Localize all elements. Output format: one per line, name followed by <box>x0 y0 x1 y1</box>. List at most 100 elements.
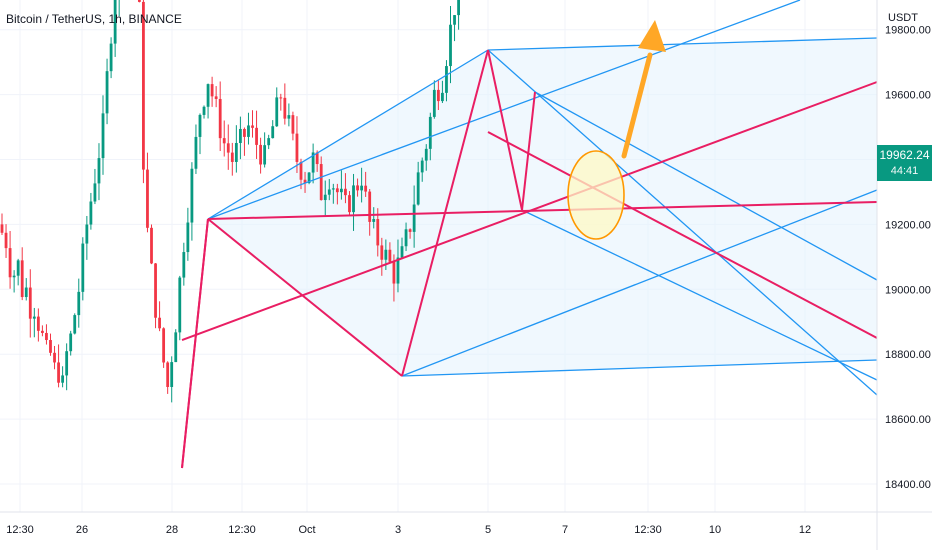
candle-body <box>307 172 311 184</box>
pink-pitchfork-line <box>181 218 209 469</box>
candle-body <box>77 291 81 316</box>
candle-body <box>89 201 93 225</box>
candle-body <box>251 125 254 128</box>
candle-body <box>194 136 198 169</box>
candle-body <box>340 188 343 193</box>
x-tick-label: 10 <box>709 524 721 536</box>
pink-pitchfork-line <box>207 218 403 377</box>
candle-body <box>206 84 210 107</box>
candle-body <box>61 375 65 383</box>
candle-body <box>238 128 242 143</box>
blue-pitchfork-line <box>207 0 801 220</box>
candle-body <box>170 362 174 387</box>
candle-body <box>69 333 73 352</box>
candle-body <box>400 246 404 258</box>
candle-body <box>53 352 56 363</box>
x-tick-label: 28 <box>166 524 178 536</box>
candle-body <box>380 245 384 260</box>
candle-body <box>247 125 250 137</box>
candle-body <box>412 204 416 232</box>
y-tick-label: 19200.00 <box>885 219 931 231</box>
x-tick-label: 5 <box>485 524 491 536</box>
candle-body <box>263 145 267 165</box>
candle-body <box>146 169 149 228</box>
candle-body <box>453 15 456 25</box>
candle-body <box>218 98 222 139</box>
candle-body <box>36 316 40 331</box>
candle-body <box>424 148 428 161</box>
candle-body <box>16 260 20 276</box>
blue-pitchfork-line <box>521 209 878 381</box>
candle-body <box>303 179 307 184</box>
candle-body <box>73 315 77 334</box>
blue-pitchfork-line <box>487 49 878 396</box>
candles <box>0 0 460 403</box>
candle-body <box>311 152 315 173</box>
candle-body <box>85 224 89 244</box>
highlight-ellipse <box>567 150 625 240</box>
candle-body <box>178 277 182 333</box>
candle-body <box>234 142 238 162</box>
candle-body <box>335 188 339 193</box>
candle-body <box>344 188 347 196</box>
candle-body <box>356 185 359 191</box>
candle-body <box>396 257 400 284</box>
y-tick-label: 19000.00 <box>885 284 931 296</box>
candle-body <box>101 113 105 159</box>
candle-body <box>186 222 190 253</box>
candle-body <box>198 114 202 137</box>
candle-body <box>202 106 206 115</box>
candle-countdown: 44:41 <box>890 165 919 177</box>
x-tick-label: 3 <box>395 524 401 536</box>
blue-pitchfork-line <box>534 91 878 281</box>
blue-pitchfork-line <box>487 37 878 51</box>
candle-body <box>93 183 97 202</box>
candle-body <box>109 43 113 72</box>
candle-body <box>158 317 161 329</box>
candle-body <box>105 71 109 114</box>
x-tick-label: 7 <box>562 524 568 536</box>
candle-body <box>449 24 452 67</box>
candle-body <box>376 219 380 246</box>
candle-body <box>150 227 153 264</box>
blue-pitchfork-line <box>401 189 878 377</box>
candle-body <box>41 330 44 333</box>
candle-body <box>319 164 323 201</box>
candle-body <box>348 195 351 213</box>
current-price-value: 19962.24 <box>879 148 930 162</box>
candle-body <box>174 332 178 363</box>
candle-body <box>214 96 218 99</box>
x-tick-label: 12:30 <box>6 524 34 536</box>
arrow-shaft <box>621 52 653 159</box>
candle-body <box>162 328 166 363</box>
candle-body <box>81 243 85 292</box>
candle-body <box>428 116 432 149</box>
candle-body <box>416 172 420 205</box>
candle-body <box>404 229 408 247</box>
candle-body <box>331 188 335 190</box>
y-tick-label: 18400.00 <box>885 479 931 491</box>
drawings[interactable] <box>0 0 878 469</box>
candle-body <box>352 185 355 213</box>
candle-body <box>388 249 392 262</box>
candle-body <box>457 0 460 16</box>
candle-body <box>360 185 364 191</box>
candle-body <box>275 97 279 127</box>
candle-body <box>97 158 101 184</box>
candle-body <box>226 143 230 153</box>
pink-pitchfork-line <box>487 49 523 211</box>
candle-body <box>364 185 368 192</box>
candle-body <box>384 249 388 260</box>
candle-body <box>299 161 303 180</box>
x-tick-label: 12 <box>799 524 811 536</box>
candle-body <box>243 128 246 137</box>
candle-body <box>283 97 287 119</box>
candle-body <box>445 66 448 93</box>
pink-pitchfork-line <box>181 81 878 341</box>
candle-body <box>372 219 376 222</box>
candle-body <box>327 189 331 195</box>
x-tick-label: 26 <box>76 524 88 536</box>
candle-body <box>28 287 32 319</box>
arrow-head <box>638 20 666 52</box>
